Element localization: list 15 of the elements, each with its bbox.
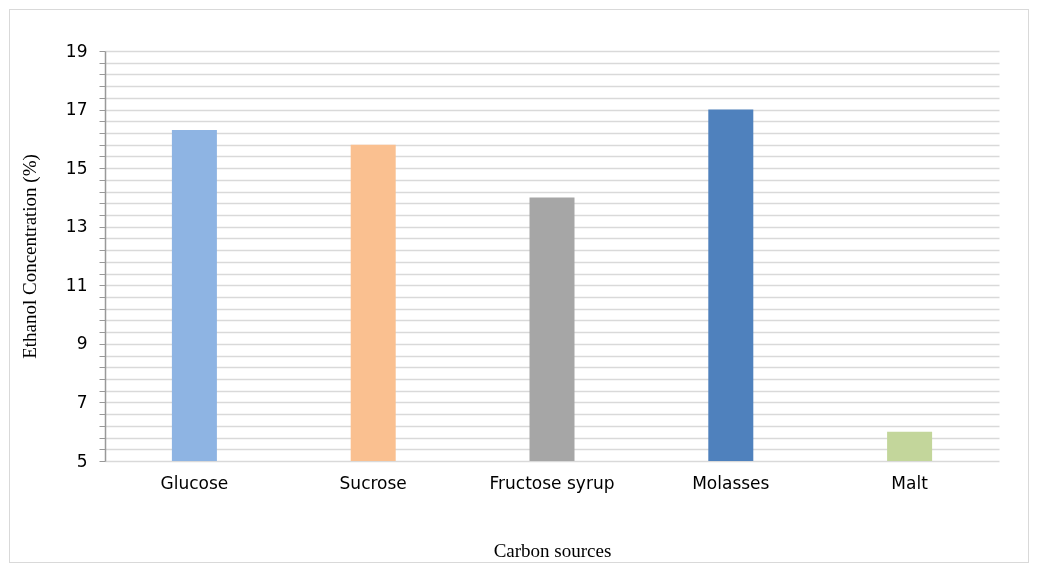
y-tick-label: 7 bbox=[76, 391, 88, 412]
x-tick-label: Molasses bbox=[692, 472, 770, 493]
y-tick-label: 5 bbox=[76, 450, 88, 471]
y-tick-label: 9 bbox=[76, 333, 88, 354]
x-tick-label: Malt bbox=[891, 472, 929, 493]
x-axis-title: Carbon sources bbox=[493, 539, 612, 561]
x-tick-label: Glucose bbox=[160, 472, 229, 493]
y-tick-label: 11 bbox=[65, 274, 88, 295]
y-axis-title: Ethanol Concentration (%) bbox=[18, 154, 41, 359]
x-tick-label: Fructose syrup bbox=[489, 472, 615, 493]
y-tick-label: 17 bbox=[65, 99, 88, 120]
y-tick-label: 19 bbox=[65, 40, 88, 61]
y-tick-label: 15 bbox=[65, 157, 88, 178]
y-tick-label: 13 bbox=[65, 216, 88, 237]
x-tick-label: Sucrose bbox=[339, 472, 407, 493]
